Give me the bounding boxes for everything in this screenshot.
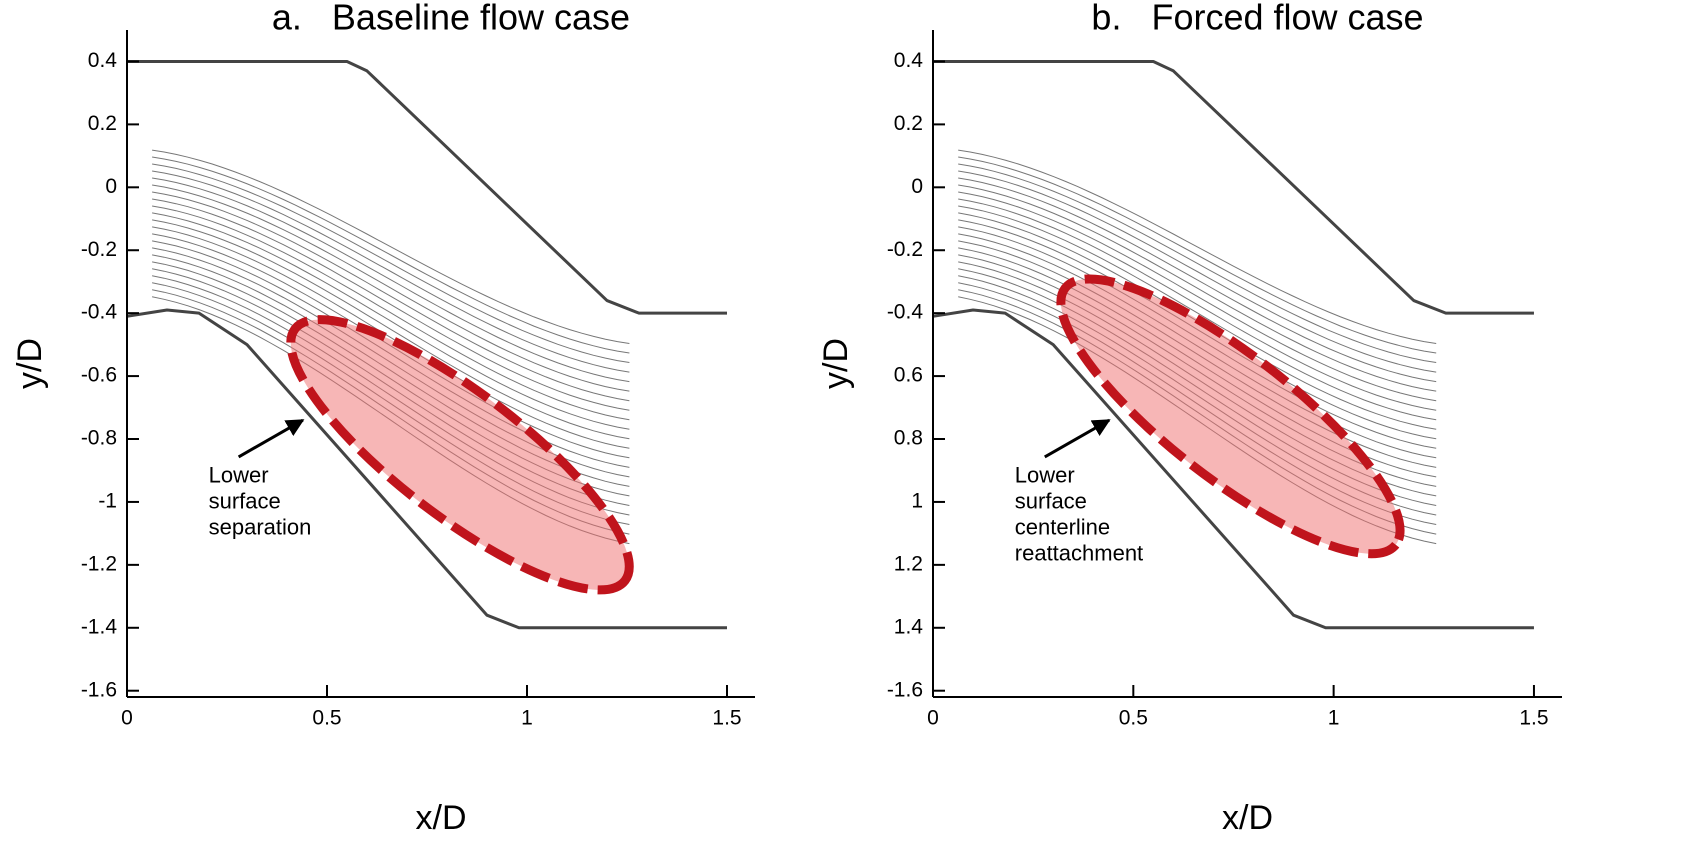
panel: a. Baseline flow case x/D y/D 0.4 0.2 0 -0.2 -0… xyxy=(11,0,755,837)
x-tick-label: 1 xyxy=(521,707,533,730)
streamline xyxy=(958,184,1437,392)
y-tick-label: 0 xyxy=(911,175,923,198)
streamline xyxy=(958,191,1437,402)
annotation-text: Lower xyxy=(209,463,269,488)
wall-line xyxy=(126,308,727,630)
streamline xyxy=(152,219,630,440)
annotation-text: surface xyxy=(209,489,281,514)
streamline xyxy=(152,149,630,344)
y-tick-label: -1.2 xyxy=(81,552,117,575)
streamline xyxy=(958,149,1437,344)
annotation-text: reattachment xyxy=(1015,541,1143,566)
y-tick-label: -0.2 xyxy=(887,238,923,261)
streamline xyxy=(152,170,630,373)
annotation-text: centerline xyxy=(1015,515,1110,540)
annotation-arrow xyxy=(1044,418,1111,459)
x-tick-label: 0 xyxy=(927,707,939,730)
y-tick-label: -1.6 xyxy=(887,678,923,701)
y-tick-label: -1 xyxy=(98,489,117,512)
y-tick-label: 1.2 xyxy=(894,552,923,575)
y-tick-label: 0.2 xyxy=(88,112,117,135)
streamline xyxy=(958,177,1437,383)
streamline xyxy=(152,205,630,421)
x-tick-label: 1 xyxy=(1328,707,1340,730)
streamline xyxy=(152,177,630,383)
streamline xyxy=(152,226,630,449)
streamline xyxy=(152,191,630,402)
streamline xyxy=(958,163,1437,363)
y-tick-label: 0 xyxy=(105,175,117,198)
y-axis-label: y/D xyxy=(11,338,49,389)
streamline xyxy=(958,156,1437,354)
x-tick-label: 1.5 xyxy=(712,707,741,730)
highlight-region xyxy=(286,315,634,595)
wall-line xyxy=(932,308,1534,630)
panel: b. Forced flow case x/D y/D 0.4 0.2 0 -0.2 -0.4… xyxy=(817,0,1562,837)
streamline xyxy=(152,212,630,430)
y-tick-label: 0.4 xyxy=(88,49,118,72)
x-tick-label: 0.5 xyxy=(312,707,341,730)
wall-line xyxy=(127,59,727,315)
y-tick-label: 0.8 xyxy=(894,427,923,450)
streamline xyxy=(152,163,630,363)
y-tick-label: -1.6 xyxy=(81,678,117,701)
chart-title: b. Forced flow case xyxy=(1091,0,1423,38)
annotation-text: surface xyxy=(1015,489,1087,514)
annotation-text: separation xyxy=(209,515,312,540)
y-axis-label: y/D xyxy=(817,338,855,389)
wall-line xyxy=(933,59,1534,315)
y-tick-label: 1 xyxy=(911,489,923,512)
chart-title: a. Baseline flow case xyxy=(272,0,630,38)
x-tick-label: 1.5 xyxy=(1519,707,1548,730)
streamline xyxy=(152,184,630,392)
y-tick-label: -0.8 xyxy=(81,427,117,450)
y-tick-label: -0.2 xyxy=(81,238,117,261)
y-tick-label: 0.4 xyxy=(894,49,924,72)
streamline xyxy=(958,205,1437,421)
x-axis-label: x/D xyxy=(416,799,467,837)
streamline xyxy=(152,198,630,411)
y-tick-label: 1.4 xyxy=(894,615,924,638)
y-tick-label: 0.2 xyxy=(894,112,923,135)
y-tick-label: -0.4 xyxy=(81,301,118,324)
streamline xyxy=(958,170,1437,373)
x-axis-label: x/D xyxy=(1222,799,1273,837)
y-tick-label: -0.4 xyxy=(887,301,924,324)
y-tick-label: -1.4 xyxy=(81,615,118,638)
x-tick-label: 0.5 xyxy=(1119,707,1148,730)
x-tick-label: 0 xyxy=(121,707,133,730)
y-tick-label: 0.6 xyxy=(894,364,923,387)
annotation-arrow xyxy=(237,418,305,459)
streamline xyxy=(152,156,630,354)
y-tick-label: -0.6 xyxy=(81,364,117,387)
annotation-text: Lower xyxy=(1015,463,1075,488)
streamline xyxy=(958,198,1437,411)
